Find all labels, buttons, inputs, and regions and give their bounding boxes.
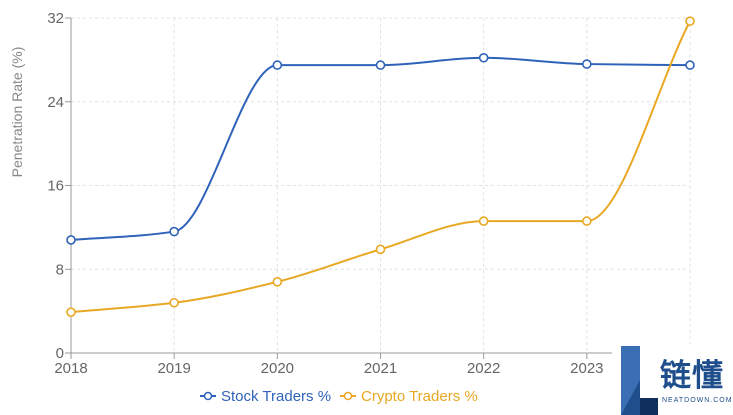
watermark-brand: 链懂 (660, 358, 724, 394)
y-tick-label: 0 (56, 345, 64, 362)
data-point-series-2 (272, 277, 283, 287)
axes: 081624322018201920202021202220232024 (47, 10, 706, 377)
x-tick-label: 2023 (570, 360, 603, 377)
y-tick-label: 24 (47, 94, 64, 111)
data-point-series-2 (169, 297, 179, 308)
data-point-series-1 (685, 60, 695, 70)
legend-label: Crypto Traders % (361, 388, 478, 405)
y-tick-label: 16 (47, 178, 64, 195)
y-axis-title: Penetration Rate (%) (9, 47, 25, 178)
data-point-series-2 (66, 307, 76, 317)
x-tick-label: 2021 (364, 360, 397, 377)
data-point-series-1 (375, 60, 386, 70)
data-point-series-1 (478, 52, 489, 63)
legend: Stock Traders % Crypto Traders % (200, 388, 478, 405)
series-layer (66, 16, 695, 317)
legend-label: Stock Traders % (221, 388, 331, 405)
legend-swatch-marker (203, 391, 213, 401)
grid (70, 17, 691, 353)
data-point-series-1 (272, 60, 283, 70)
data-point-series-2 (375, 244, 386, 255)
data-point-series-2 (478, 216, 489, 226)
data-point-series-1 (66, 235, 76, 245)
x-tick-label: 2019 (157, 360, 190, 377)
x-tick-label: 2020 (261, 360, 294, 377)
data-point-series-1 (169, 226, 179, 237)
data-point-series-1 (582, 59, 592, 69)
data-point-series-2 (582, 216, 592, 226)
y-tick-label: 32 (47, 10, 64, 27)
legend-swatch-marker (343, 391, 353, 401)
x-tick-label: 2018 (54, 360, 87, 377)
data-point-series-2 (685, 16, 695, 26)
x-tick-label: 2022 (467, 360, 500, 377)
watermark-logo: 链懂 NEATDOWN.COM (612, 344, 733, 415)
watermark-site: NEATDOWN.COM (662, 397, 733, 404)
y-tick-label: 8 (56, 261, 64, 278)
watermark-l-icon (621, 346, 658, 415)
